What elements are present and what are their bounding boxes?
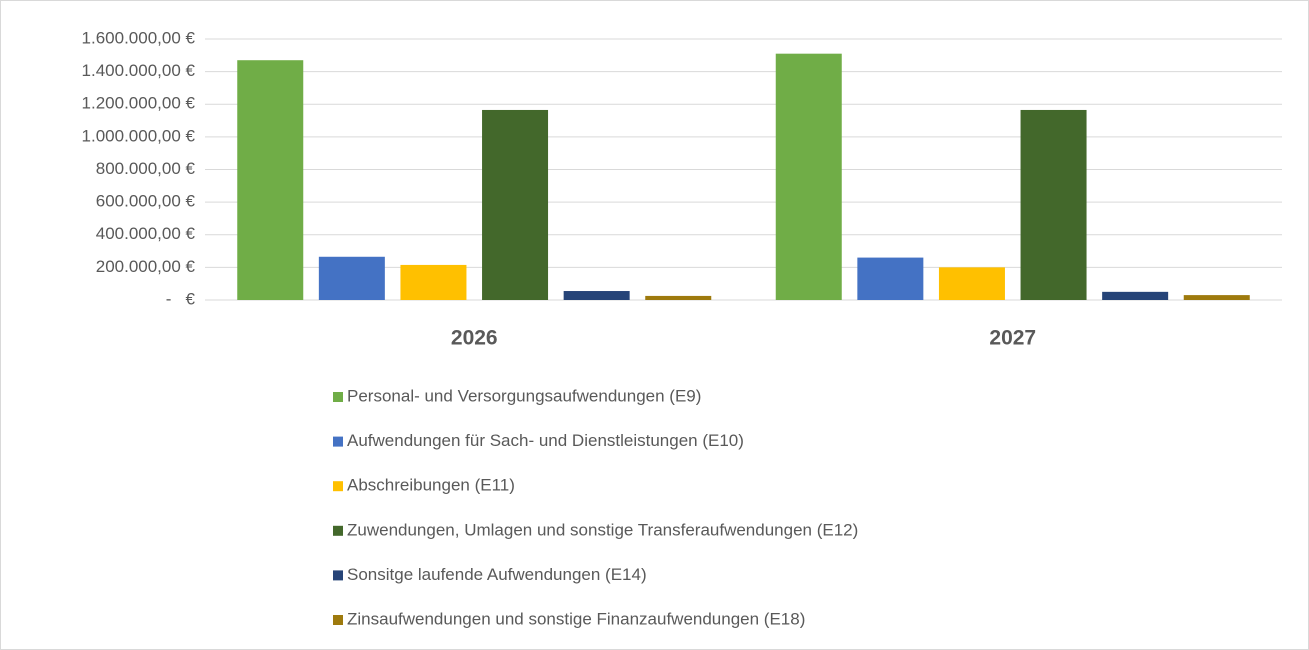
legend-swatch	[333, 615, 343, 625]
x-tick-label: 2026	[451, 327, 498, 350]
legend-label: Personal- und Versorgungsaufwendungen (E…	[347, 386, 701, 405]
bar	[1102, 291, 1169, 300]
bar	[482, 109, 549, 300]
bar	[857, 257, 924, 300]
y-tick-label: 1.200.000,00 €	[82, 94, 196, 113]
bar	[1183, 295, 1250, 300]
y-tick-label: - €	[166, 289, 196, 308]
bar	[563, 291, 630, 300]
legend-swatch	[333, 436, 343, 447]
y-tick-label: 1.400.000,00 €	[82, 61, 196, 80]
bar	[237, 60, 304, 300]
bar	[400, 264, 467, 300]
legend-label: Zinsaufwendungen und sonstige Finanzaufw…	[347, 609, 805, 628]
y-tick-label: 400.000,00 €	[96, 224, 196, 243]
bar	[1020, 109, 1087, 300]
bar	[938, 267, 1005, 300]
legend-swatch	[333, 392, 343, 402]
legend-label: Zuwendungen, Umlagen und sonstige Transf…	[347, 520, 858, 539]
y-tick-label: 1.000.000,00 €	[82, 126, 196, 145]
bar	[775, 53, 842, 301]
legend-swatch	[333, 525, 343, 536]
legend-swatch	[333, 570, 343, 581]
y-tick-label: 1.600.000,00 €	[82, 28, 196, 47]
y-tick-label: 600.000,00 €	[96, 192, 196, 211]
legend-label: Aufwendungen für Sach- und Dienstleistun…	[347, 431, 744, 450]
y-tick-label: 800.000,00 €	[96, 159, 196, 178]
legend-swatch	[333, 481, 343, 492]
y-tick-label: 200.000,00 €	[96, 257, 196, 276]
bar	[645, 295, 712, 300]
legend-label: Sonsitge laufende Aufwendungen (E14)	[347, 565, 647, 584]
legend-label: Abschreibungen (E11)	[347, 476, 515, 495]
x-tick-label: 2027	[989, 327, 1036, 350]
bar	[318, 256, 385, 300]
